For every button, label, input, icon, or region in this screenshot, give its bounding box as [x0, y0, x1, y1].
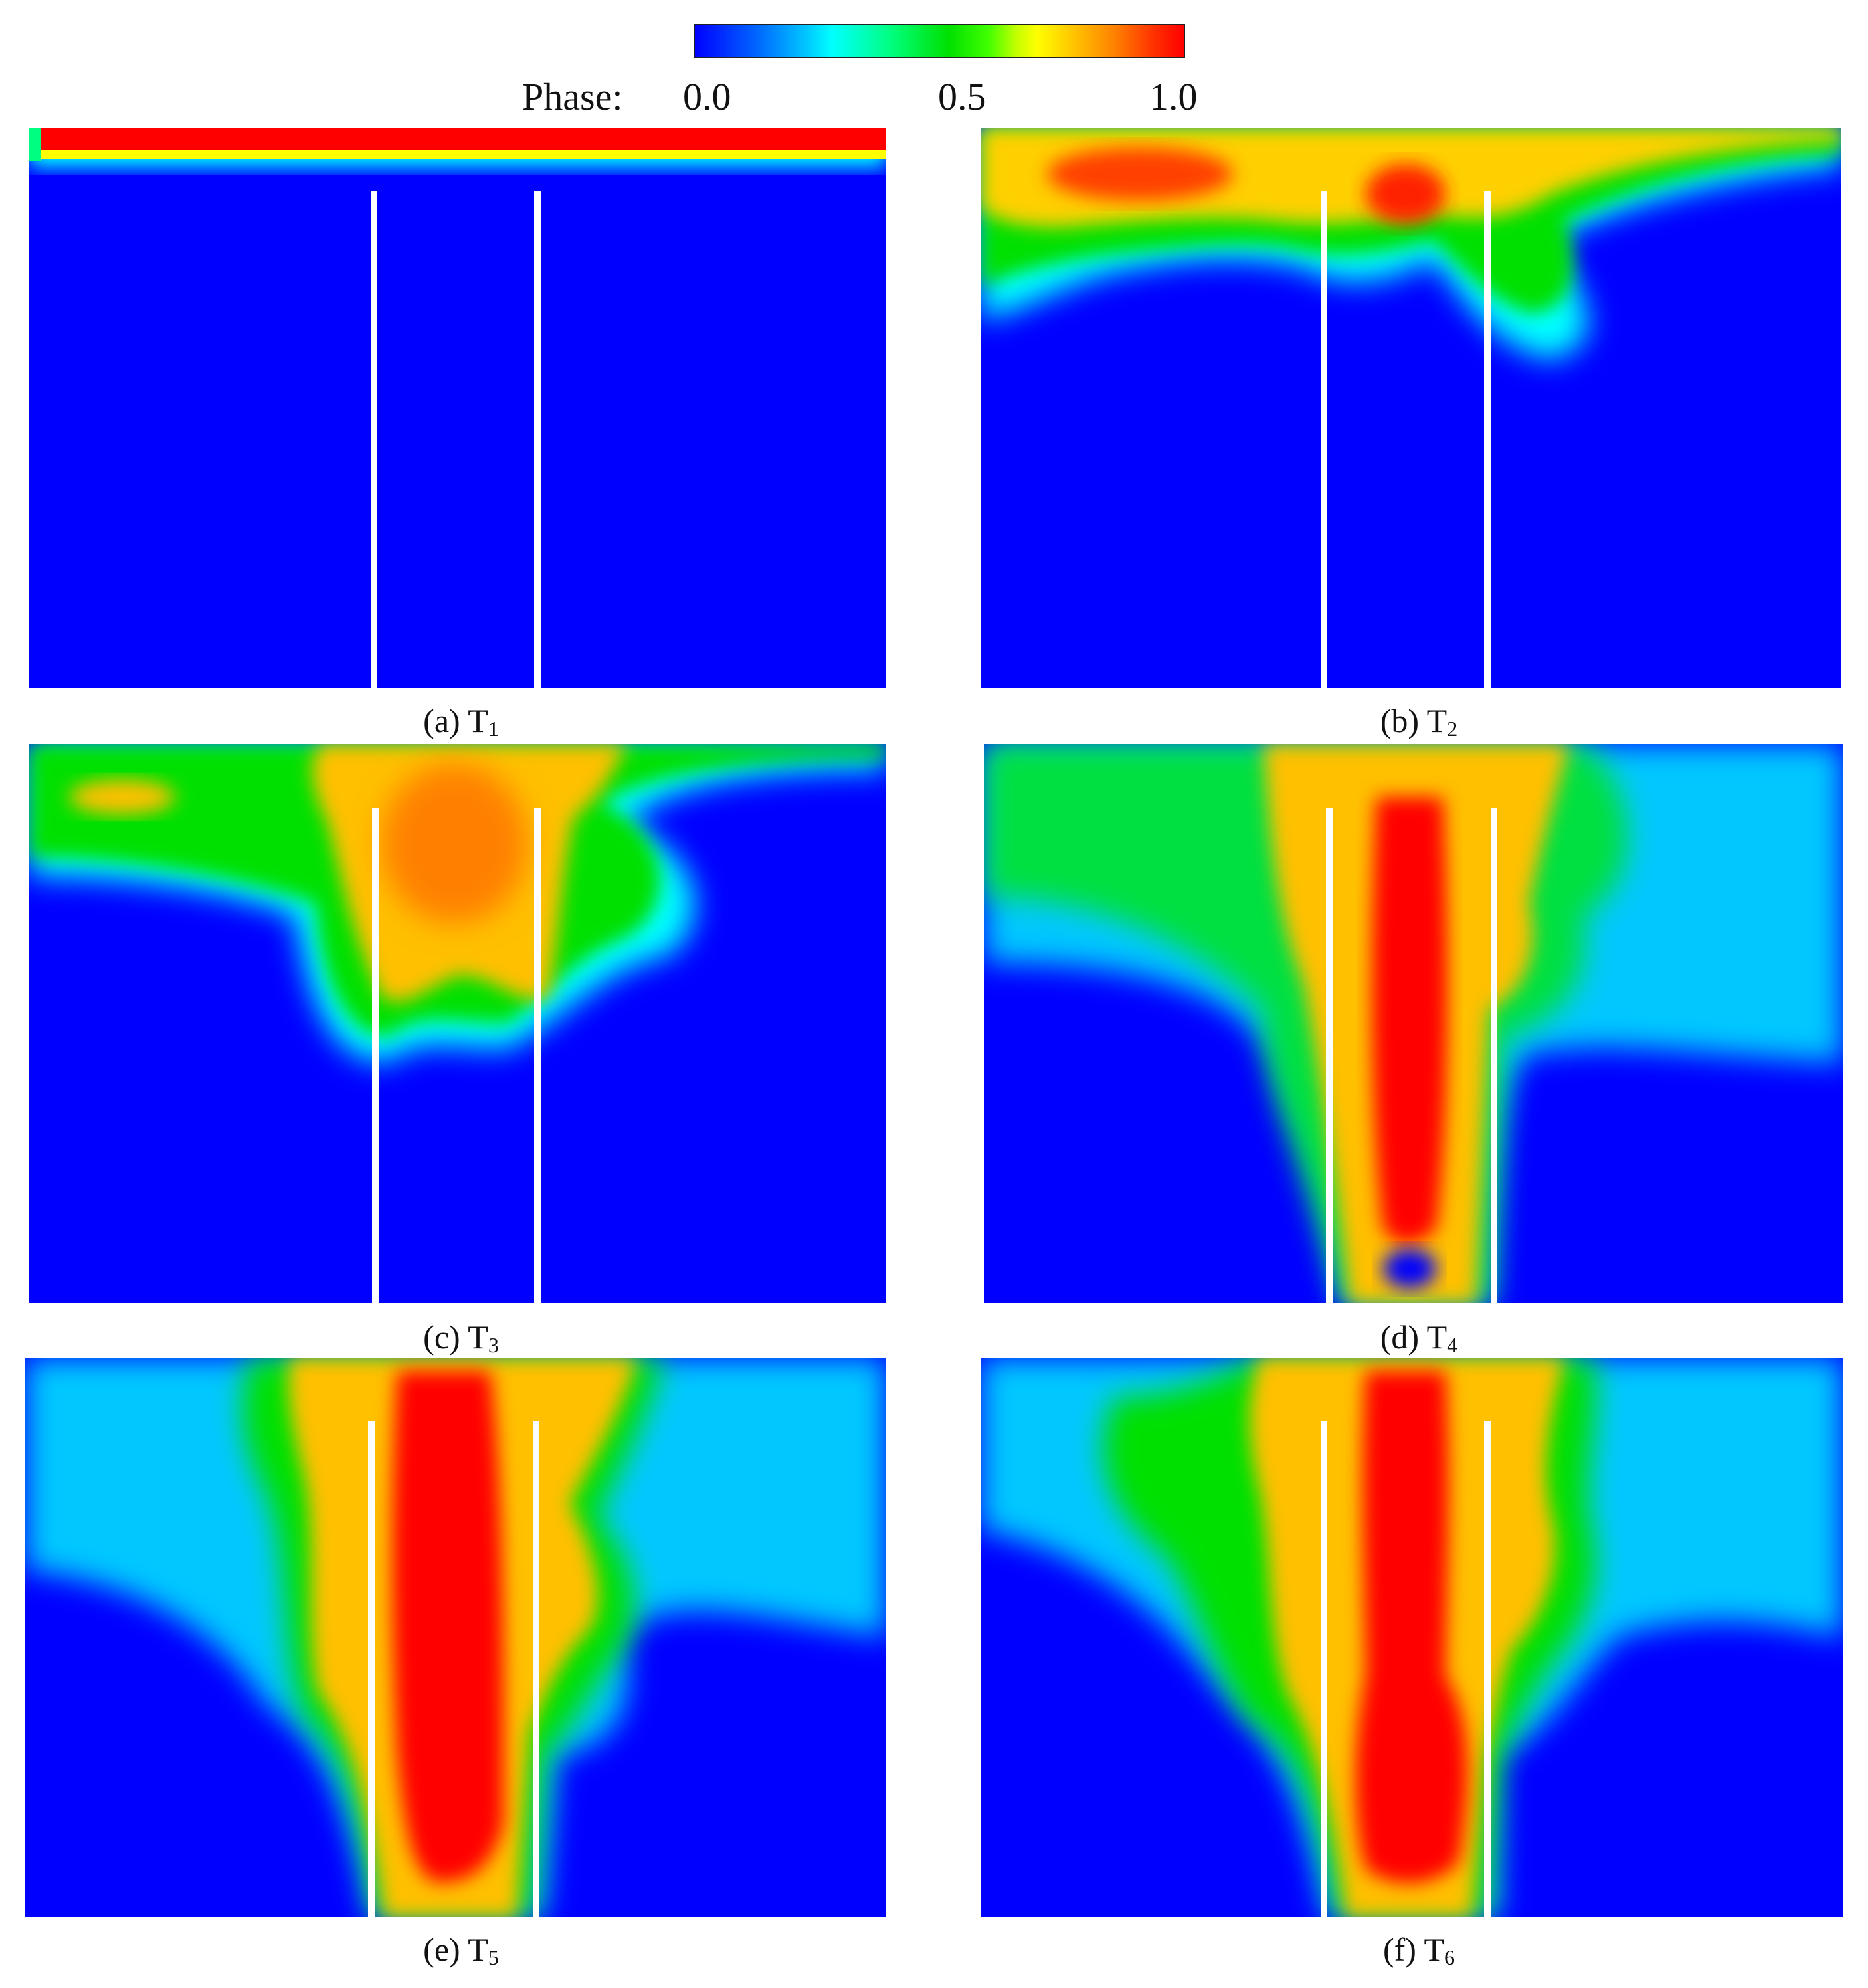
phase-colorbar — [694, 24, 1185, 58]
caption-b: (b) T2 — [1380, 702, 1458, 741]
caption-a: (a) T1 — [423, 702, 499, 741]
caption-c: (c) T3 — [423, 1318, 499, 1357]
panel-e-contour — [25, 1358, 886, 1917]
right-wall — [1491, 808, 1497, 1303]
colorbar-tick-mid: 0.5 — [938, 75, 986, 118]
right-wall — [1484, 1421, 1491, 1917]
left-wall — [1326, 808, 1333, 1303]
left-wall — [371, 191, 377, 688]
right-wall — [534, 191, 541, 688]
panel-b-contour — [981, 128, 1841, 688]
left-wall — [1321, 1421, 1327, 1917]
caption-f: (f) T6 — [1382, 1931, 1455, 1969]
left-wall — [372, 808, 379, 1303]
right-wall — [534, 808, 541, 1303]
right-wall — [1484, 191, 1491, 688]
colorbar-tick-min: 0.0 — [683, 75, 731, 118]
right-wall — [533, 1421, 539, 1917]
colorbar-tick-max: 1.0 — [1149, 75, 1198, 118]
left-wall — [368, 1421, 375, 1917]
caption-e: (e) T5 — [423, 1931, 499, 1969]
caption-d: (d) T4 — [1380, 1318, 1458, 1357]
left-wall — [1321, 191, 1327, 688]
panel-f-contour — [981, 1358, 1843, 1917]
colorbar-label: Phase: — [522, 75, 623, 118]
panel-c-contour — [29, 744, 886, 1303]
panel-d-contour — [984, 744, 1843, 1303]
panel-a-contour — [29, 128, 886, 688]
